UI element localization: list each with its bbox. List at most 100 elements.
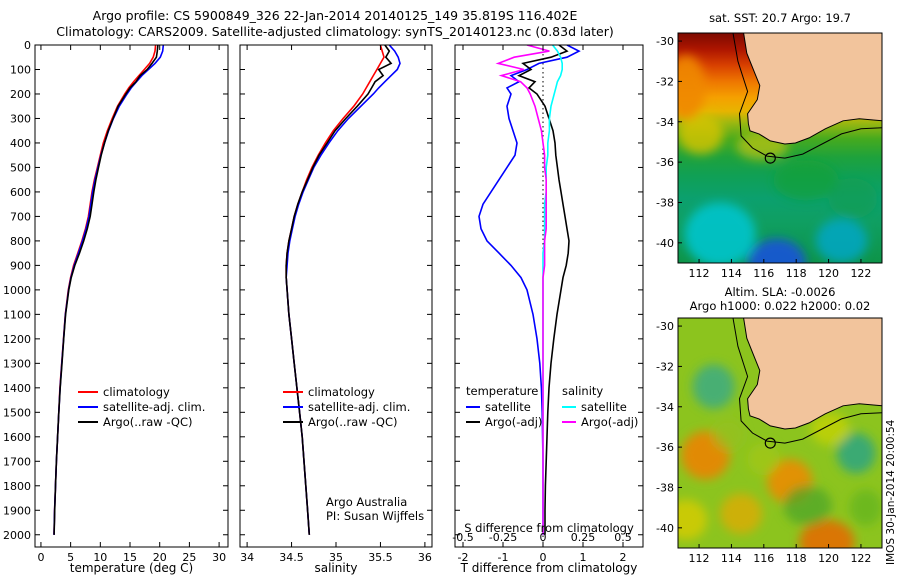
legend-entry-label: satellite-adj. clim. [103,400,206,414]
legend-salinity-panel: climatology satellite-adj. clim. Argo(..ra… [283,386,410,431]
svg-text:0: 0 [540,531,547,544]
legend-entry-label: Argo(..raw -QC) [308,415,398,429]
svg-text:-30: -30 [656,35,674,48]
svg-text:700: 700 [10,210,31,223]
svg-text:1000: 1000 [3,284,31,297]
legend-temperature-panel: climatology satellite-adj. clim. Argo(..ra… [78,386,205,431]
svg-text:112: 112 [689,267,710,280]
legend-line-swatch [466,421,480,423]
svg-text:1500: 1500 [3,406,31,419]
svg-text:34: 34 [240,551,254,564]
legend-line-swatch [283,406,303,408]
svg-text:10: 10 [93,551,107,564]
svg-text:-38: -38 [656,481,674,494]
svg-text:122: 122 [850,552,871,565]
svg-text:-36: -36 [656,441,674,454]
svg-text:2: 2 [620,551,627,564]
sla-map-title-line2: Argo h1000: 0.022 h2000: 0.02 [689,299,871,313]
svg-text:2000: 2000 [3,529,31,542]
legend-entry-label: Argo(..raw -QC) [103,415,193,429]
legend-line-swatch [283,391,303,393]
svg-text:-30: -30 [656,320,674,333]
legend-entry: Argo(-adj) [466,416,542,428]
svg-text:35: 35 [329,551,343,564]
svg-text:-32: -32 [656,360,674,373]
svg-text:-40: -40 [656,522,674,535]
svg-text:-32: -32 [656,75,674,88]
svg-text:100: 100 [10,63,31,76]
legend-entry: satellite-adj. clim. [283,401,410,413]
svg-text:1300: 1300 [3,357,31,370]
svg-text:600: 600 [10,186,31,199]
svg-text:1900: 1900 [3,504,31,517]
sst-map-title: sat. SST: 20.7 Argo: 19.7 [709,11,851,25]
imos-watermark: IMOS 30-Jan-2014 20:00:54 [885,419,897,565]
pi-line: PI: Susan Wijffels [326,509,425,523]
svg-text:116: 116 [753,267,774,280]
svg-text:1200: 1200 [3,333,31,346]
svg-text:0: 0 [37,551,44,564]
sla-map-title-line1: Altim. SLA: -0.0026 [724,285,836,299]
svg-text:114: 114 [721,552,742,565]
svg-text:30: 30 [212,551,226,564]
figure-title-line2: Climatology: CARS2009. Satellite-adjuste… [56,24,614,39]
legend-entry: climatology [78,386,205,398]
svg-text:15: 15 [123,551,137,564]
argo-australia-note: Argo Australia PI: Susan Wijffels [326,495,424,523]
legend-line-swatch [78,391,98,393]
legend-difference-temperature: temperature satellite Argo(-adj) [466,384,542,431]
legend-entry: Argo(-adj) [562,416,638,428]
svg-text:500: 500 [10,161,31,174]
svg-text:116: 116 [753,552,774,565]
legend-entry: Argo(..raw -QC) [78,416,205,428]
svg-text:120: 120 [818,552,839,565]
svg-text:34.5: 34.5 [279,551,304,564]
svg-text:25: 25 [182,551,196,564]
svg-text:-34: -34 [656,116,674,129]
figure-title-line1: Argo profile: CS 5900849_326 22-Jan-2014… [92,8,578,23]
svg-text:0: 0 [540,551,547,564]
svg-text:120: 120 [818,267,839,280]
svg-text:-1: -1 [498,551,509,564]
svg-text:118: 118 [786,552,807,565]
legend-entry-label: satellite-adj. clim. [308,400,411,414]
legend-entry: climatology [283,386,410,398]
legend-entry-label: climatology [103,385,170,399]
legend-difference-salinity: salinity satellite Argo(-adj) [562,384,638,431]
svg-text:1400: 1400 [3,382,31,395]
svg-text:112: 112 [689,552,710,565]
legend-entry: satellite-adj. clim. [78,401,205,413]
legend-entry-label: climatology [308,385,375,399]
tdiff-axis-label: T difference from climatology [460,561,638,575]
legend-entry-label: satellite [581,400,627,414]
svg-text:-0.5: -0.5 [452,531,473,544]
sdiff-axis-label: S difference from climatology [464,521,634,535]
legend-header-salinity: salinity [562,384,604,398]
svg-text:1700: 1700 [3,455,31,468]
svg-text:0: 0 [24,39,31,52]
legend-line-swatch [78,421,98,423]
legend-line-swatch [466,406,480,408]
svg-text:900: 900 [10,259,31,272]
legend-entry-label: Argo(-adj) [485,415,543,429]
svg-text:200: 200 [10,88,31,101]
salinity-axis-label: salinity [314,561,358,575]
legend-header-temperature: temperature [466,384,539,398]
svg-text:800: 800 [10,235,31,248]
svg-text:1100: 1100 [3,308,31,321]
svg-text:300: 300 [10,112,31,125]
legend-line-swatch [562,421,576,423]
svg-text:35.5: 35.5 [368,551,393,564]
svg-text:-34: -34 [656,401,674,414]
legend-entry-label: Argo(-adj) [581,415,639,429]
svg-text:5: 5 [67,551,74,564]
svg-text:-2: -2 [458,551,469,564]
svg-text:-0.25: -0.25 [489,531,517,544]
svg-text:-40: -40 [656,237,674,250]
svg-text:1800: 1800 [3,480,31,493]
temperature-axis-label: temperature (deg C) [69,561,194,575]
legend-entry: satellite [562,401,638,413]
svg-text:-38: -38 [656,196,674,209]
